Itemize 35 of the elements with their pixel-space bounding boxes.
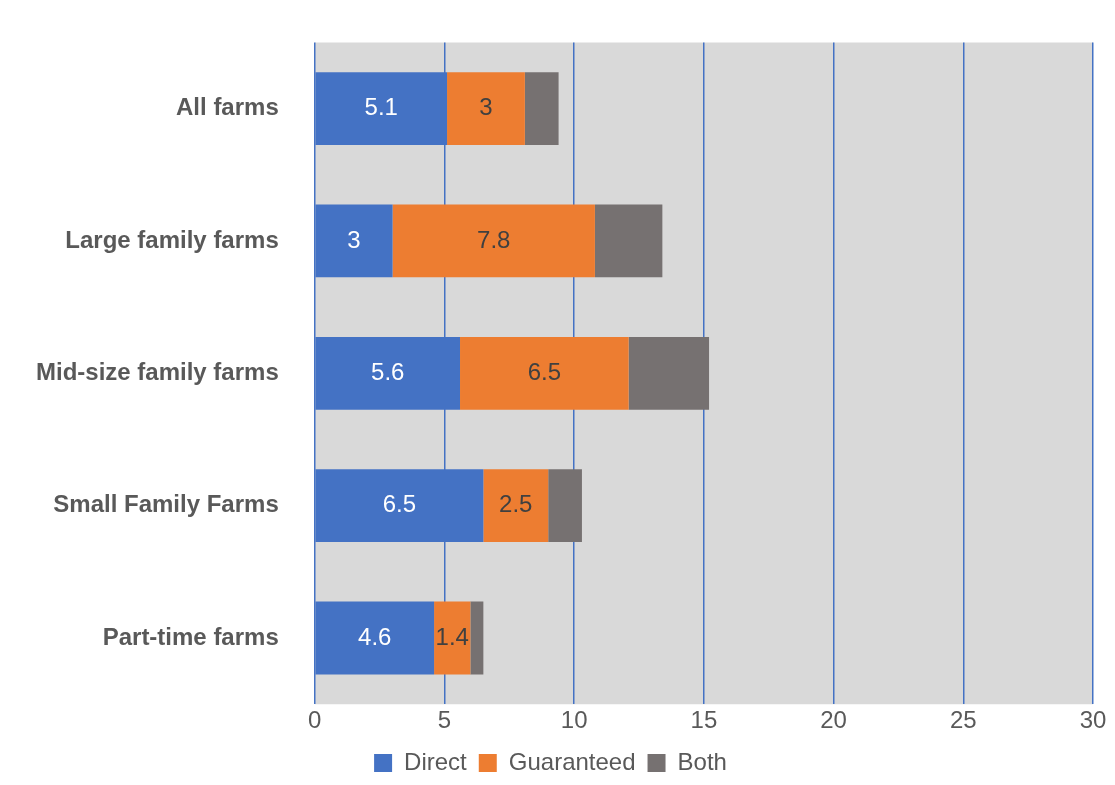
bar <box>470 601 484 675</box>
legend-label: Guaranteed <box>508 747 636 775</box>
data-label: 4.6 <box>358 622 392 650</box>
y-tick-label: All farms <box>176 93 279 121</box>
data-label: 6.5 <box>527 357 562 385</box>
bar <box>392 204 595 278</box>
data-label: 6.5 <box>382 490 417 518</box>
y-tick-label: Part-time farms <box>102 622 279 650</box>
x-tick-label: 10 <box>560 706 588 734</box>
data-label: 5.6 <box>371 357 405 385</box>
x-tick-label: 15 <box>690 706 718 734</box>
y-tick-label: Small Family Farms <box>53 490 279 518</box>
bar <box>594 204 663 278</box>
data-label: 3 <box>479 93 493 121</box>
legend-label: Both <box>677 747 727 775</box>
x-tick-label: 25 <box>949 706 977 734</box>
bar <box>460 336 629 410</box>
data-label: 3 <box>347 225 361 253</box>
data-label: 5.1 <box>364 93 398 121</box>
bar <box>434 601 471 675</box>
y-tick-label: Mid-size family farms <box>35 357 279 385</box>
bar <box>483 469 549 543</box>
bar <box>628 336 710 410</box>
bar <box>524 72 559 145</box>
bar <box>447 72 525 145</box>
x-tick-label: 5 <box>437 706 452 734</box>
data-label: 2.5 <box>499 490 533 518</box>
data-label: 7.8 <box>477 225 511 253</box>
legend-label: Direct <box>404 747 468 775</box>
bar <box>548 469 582 543</box>
x-tick-label: 0 <box>308 706 322 734</box>
x-tick-label: 30 <box>1079 706 1107 734</box>
y-tick-label: Large family farms <box>65 225 279 253</box>
x-tick-label: 20 <box>820 706 847 734</box>
data-label: 1.4 <box>435 622 469 650</box>
